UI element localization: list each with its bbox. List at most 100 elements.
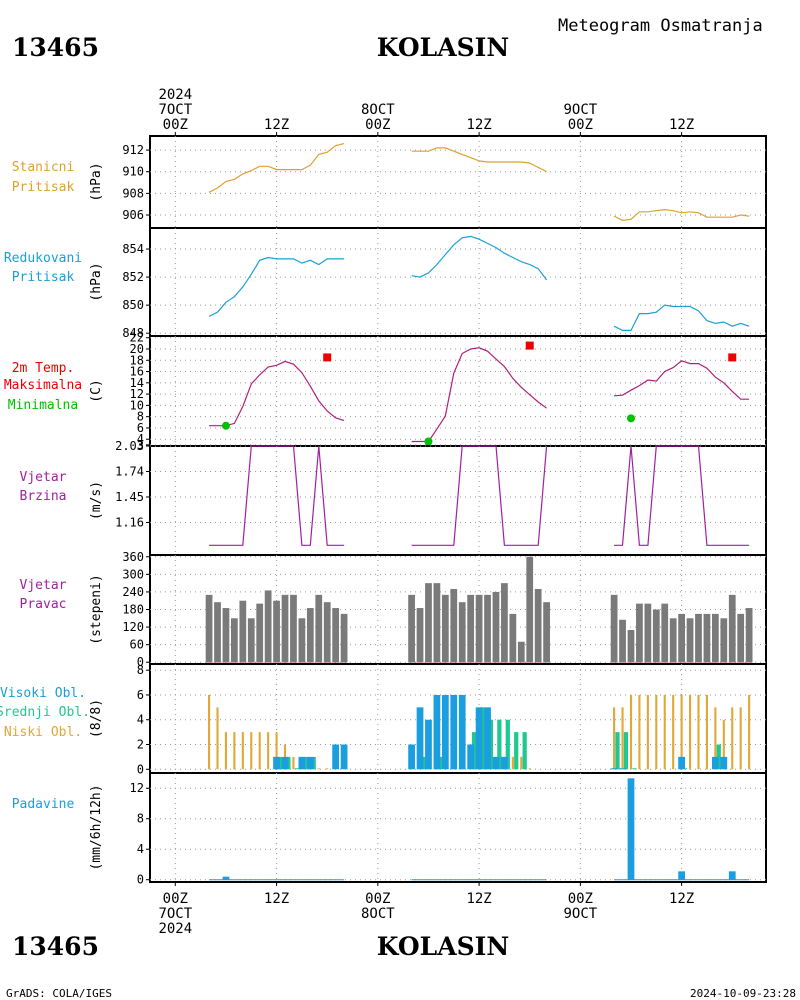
cloud-bar <box>632 768 637 770</box>
panel-label-line: Vjetar <box>20 578 67 593</box>
cloud-bar <box>680 694 683 770</box>
cloud-bar <box>258 732 261 770</box>
y-tick-label: 240 <box>122 585 144 599</box>
bar <box>686 618 694 663</box>
panel-label-line: Srednji Obl. <box>0 705 90 720</box>
time-axis-label: 00Z <box>163 117 188 133</box>
time-axis-label: 12Z <box>264 117 289 133</box>
panel-frame <box>149 335 767 447</box>
bar <box>644 603 652 663</box>
bar <box>290 594 297 663</box>
bar <box>669 618 677 663</box>
time-axis-label: 12Z <box>466 117 491 133</box>
cloud-bar <box>522 732 527 770</box>
tmin-marker <box>221 421 230 430</box>
y-tick-label: 180 <box>122 603 144 617</box>
panel-frame <box>149 772 767 883</box>
series-line <box>411 235 548 281</box>
cloud-bar <box>267 732 270 770</box>
cloud-bar <box>514 732 519 770</box>
time-axis-label: 7OCT <box>158 102 192 118</box>
cloud-bar <box>520 756 523 770</box>
series-line <box>411 347 547 443</box>
y-tick-label: 4 <box>137 713 144 727</box>
panel-label-line: Pritisak <box>12 180 75 195</box>
panel-label-line: 2m Temp. <box>12 361 75 376</box>
cloud-bar <box>697 694 700 770</box>
bar <box>205 594 213 663</box>
bar <box>425 583 432 663</box>
bar <box>728 871 736 880</box>
cloud-bar <box>250 732 253 770</box>
cloud-bar <box>326 768 329 770</box>
tmax-marker <box>728 353 737 362</box>
bar <box>475 594 483 663</box>
cloud-bar <box>216 707 219 770</box>
panel-label-line: Pravac <box>20 597 67 612</box>
bar <box>652 609 660 663</box>
cloud-bar <box>615 732 620 770</box>
y-axis-unit-label: (8/8) <box>89 699 104 738</box>
series-line <box>411 147 547 173</box>
cloud-bar <box>275 732 278 770</box>
bar <box>678 871 685 880</box>
cloud-bar <box>621 707 624 770</box>
time-axis-label: 12Z <box>669 117 694 133</box>
y-tick-label: 22 <box>130 331 144 345</box>
time-axis-label: 2024 <box>158 87 192 103</box>
panel-label-line: Padavine <box>12 797 75 812</box>
bar <box>323 602 331 663</box>
cloud-bar <box>241 732 244 770</box>
y-tick-label: 908 <box>122 186 144 200</box>
time-axis-label: 9OCT <box>563 102 597 118</box>
bar <box>661 603 669 663</box>
time-axis-label: 8OCT <box>361 906 395 922</box>
y-tick-label: 852 <box>122 270 144 284</box>
cloud-bar <box>441 694 449 770</box>
meteogram-panels: 906908910912(hPa)StanicniPritisak8488508… <box>0 135 767 887</box>
bar <box>695 613 702 663</box>
bar <box>737 613 745 663</box>
panel-frame <box>149 227 767 337</box>
bar <box>678 613 685 663</box>
bar <box>340 613 348 663</box>
cloud-bar <box>511 756 514 770</box>
time-axis-label: 00Z <box>365 891 390 907</box>
y-tick-label: 6 <box>137 688 144 702</box>
bar <box>509 613 517 663</box>
y-axis-unit-label: (hPa) <box>89 162 104 201</box>
bar <box>534 588 542 663</box>
series-line <box>614 360 750 400</box>
bar <box>214 602 221 663</box>
cloud-bar <box>467 744 475 770</box>
cloud-bar <box>610 768 618 770</box>
time-axis-label: 00Z <box>365 117 390 133</box>
y-tick-label: 0 <box>137 655 144 669</box>
bar <box>239 600 247 663</box>
y-axis-unit-label: (m/s) <box>89 481 104 520</box>
cloud-bar <box>492 756 500 770</box>
tmax-marker <box>525 341 534 350</box>
y-axis-unit-label: (hPa) <box>89 262 104 301</box>
bar <box>492 591 500 663</box>
bar <box>247 618 255 663</box>
cloud-bar <box>332 744 340 770</box>
cloud-bar <box>638 694 641 770</box>
y-tick-label: 3 <box>137 438 144 452</box>
y-tick-label: 906 <box>122 208 144 222</box>
series-line <box>411 445 548 546</box>
bar <box>256 603 264 663</box>
bar <box>619 619 626 663</box>
cloud-bar <box>714 707 717 770</box>
y-tick-label: 8 <box>137 663 144 677</box>
y-tick-label: 1.16 <box>115 515 144 529</box>
bar <box>408 594 415 663</box>
cloud-bar <box>292 756 295 770</box>
bar <box>433 583 441 663</box>
bar <box>627 630 635 663</box>
bar <box>636 603 643 663</box>
series-line <box>209 445 345 546</box>
time-axis-label: 8OCT <box>361 102 395 118</box>
bar <box>298 618 306 663</box>
